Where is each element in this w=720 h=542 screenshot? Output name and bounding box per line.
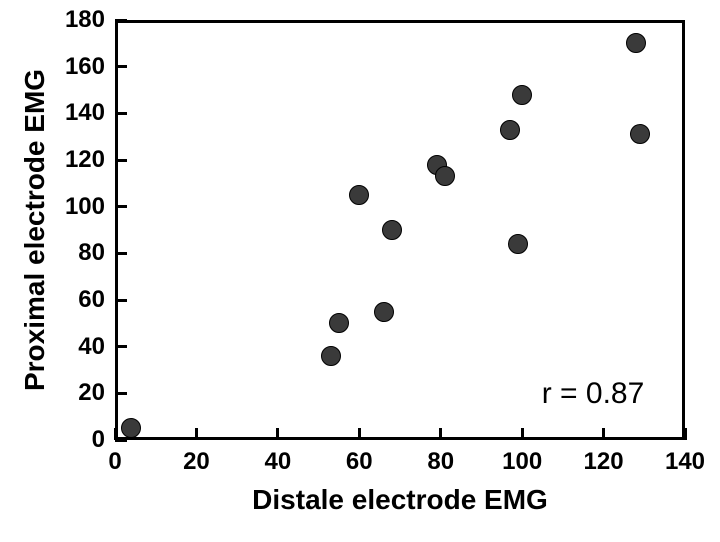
x-tick [521,428,524,440]
y-tick-label: 120 [65,146,105,174]
correlation-annotation: r = 0.87 [542,377,645,411]
data-point [321,346,341,366]
x-tick [684,428,687,440]
data-point [500,120,520,140]
y-tick [115,392,127,395]
y-axis-label: Proximal electrode EMG [19,69,51,391]
y-tick [115,439,127,442]
y-tick-label: 140 [65,99,105,127]
x-tick [439,428,442,440]
x-tick-label: 60 [346,448,373,476]
y-tick-label: 60 [78,286,105,314]
y-tick [115,159,127,162]
y-tick-label: 180 [65,6,105,34]
y-tick [115,252,127,255]
x-tick-label: 40 [264,448,291,476]
y-tick-label: 160 [65,53,105,81]
y-tick [115,345,127,348]
x-tick [358,428,361,440]
x-axis-label: Distale electrode EMG [252,484,548,516]
data-point [508,234,528,254]
scatter-chart: 0 20 40 60 80 100 120 140 0 20 40 60 80 100 120 140 160 1… [0,0,720,542]
data-point [121,418,141,438]
x-tick-label: 100 [502,448,542,476]
data-point [626,33,646,53]
y-tick [115,65,127,68]
y-tick-label: 0 [92,426,105,454]
y-tick-label: 20 [78,379,105,407]
x-tick-label: 80 [427,448,454,476]
x-tick [195,428,198,440]
y-tick [115,19,127,22]
x-tick-label: 120 [584,448,624,476]
x-tick-label: 20 [183,448,210,476]
y-tick-label: 40 [78,333,105,361]
x-tick [276,428,279,440]
y-tick-label: 100 [65,193,105,221]
x-tick-label: 140 [665,448,705,476]
y-tick-label: 80 [78,239,105,267]
data-point [329,313,349,333]
x-tick [602,428,605,440]
data-point [512,85,532,105]
y-tick [115,205,127,208]
y-tick [115,299,127,302]
y-tick [115,112,127,115]
data-point [349,185,369,205]
data-point [630,124,650,144]
data-point [382,220,402,240]
data-point [374,302,394,322]
x-tick-label: 0 [108,448,121,476]
data-point [435,166,455,186]
